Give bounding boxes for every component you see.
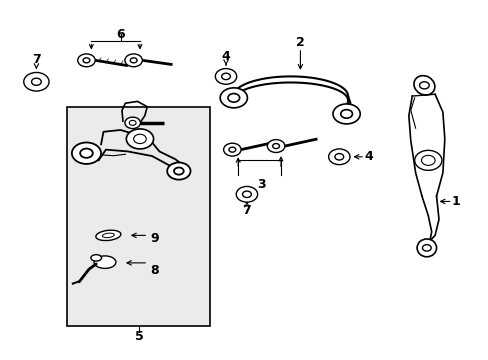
Text: 5: 5 bbox=[134, 330, 143, 343]
Circle shape bbox=[126, 129, 153, 149]
Text: 6: 6 bbox=[116, 28, 124, 41]
Circle shape bbox=[24, 72, 49, 91]
Text: 1: 1 bbox=[451, 195, 459, 208]
Text: 8: 8 bbox=[150, 264, 159, 277]
Circle shape bbox=[215, 68, 236, 84]
Circle shape bbox=[267, 140, 285, 153]
Circle shape bbox=[332, 104, 360, 124]
Bar bbox=[67, 107, 210, 327]
Ellipse shape bbox=[94, 256, 116, 269]
Circle shape bbox=[419, 82, 428, 89]
Ellipse shape bbox=[96, 230, 121, 240]
Circle shape bbox=[414, 150, 441, 170]
Circle shape bbox=[124, 54, 142, 67]
Text: 2: 2 bbox=[295, 36, 304, 49]
Text: 4: 4 bbox=[221, 50, 230, 63]
Circle shape bbox=[422, 245, 430, 251]
Text: 4: 4 bbox=[364, 150, 372, 163]
Circle shape bbox=[220, 88, 247, 108]
Circle shape bbox=[167, 162, 190, 180]
Text: 9: 9 bbox=[150, 233, 159, 246]
Text: 7: 7 bbox=[242, 204, 251, 217]
Circle shape bbox=[236, 186, 257, 202]
Circle shape bbox=[328, 149, 349, 165]
Text: 7: 7 bbox=[32, 53, 41, 66]
Circle shape bbox=[78, 54, 95, 67]
Circle shape bbox=[124, 117, 140, 129]
Circle shape bbox=[421, 156, 434, 165]
Text: 3: 3 bbox=[257, 178, 265, 191]
Circle shape bbox=[72, 143, 101, 164]
Circle shape bbox=[223, 143, 241, 156]
Ellipse shape bbox=[91, 255, 102, 261]
